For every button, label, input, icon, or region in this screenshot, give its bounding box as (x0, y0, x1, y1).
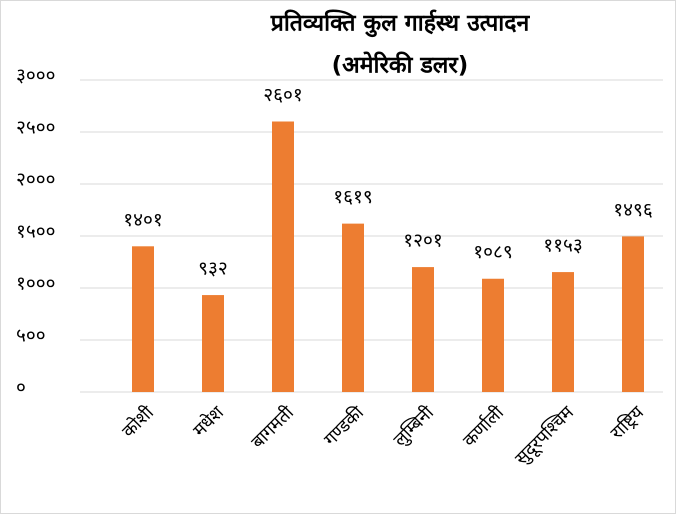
bar (482, 278, 504, 392)
data-label: १४९६ (613, 199, 653, 221)
y-tick-label: ० (16, 377, 26, 399)
data-label: १६१९ (333, 186, 373, 208)
y-tick-label: ५०० (16, 325, 46, 347)
data-label: ९३२ (198, 258, 228, 280)
bar (272, 121, 294, 392)
y-tick-label: १००० (16, 273, 56, 295)
bar (342, 223, 364, 392)
bar (412, 267, 434, 392)
y-tick-label: २५०० (16, 117, 56, 139)
y-tick-label: ३००० (16, 65, 56, 87)
bar (552, 272, 574, 392)
bar (622, 236, 644, 392)
y-tick-label: १५०० (16, 221, 56, 243)
chart-title: प्रतिव्यक्ति कुल गार्हस्थ उत्पादन (270, 9, 531, 38)
bar (202, 295, 224, 392)
data-label: ११५३ (543, 235, 583, 257)
chart-subtitle: (अमेरिकी डलर) (332, 51, 469, 79)
bar (132, 246, 154, 392)
data-label: १२०१ (403, 230, 443, 252)
y-tick-label: २००० (16, 169, 56, 191)
data-label: २६०१ (263, 84, 303, 106)
data-label: १०८९ (473, 241, 513, 263)
data-label: १४०१ (123, 209, 163, 231)
